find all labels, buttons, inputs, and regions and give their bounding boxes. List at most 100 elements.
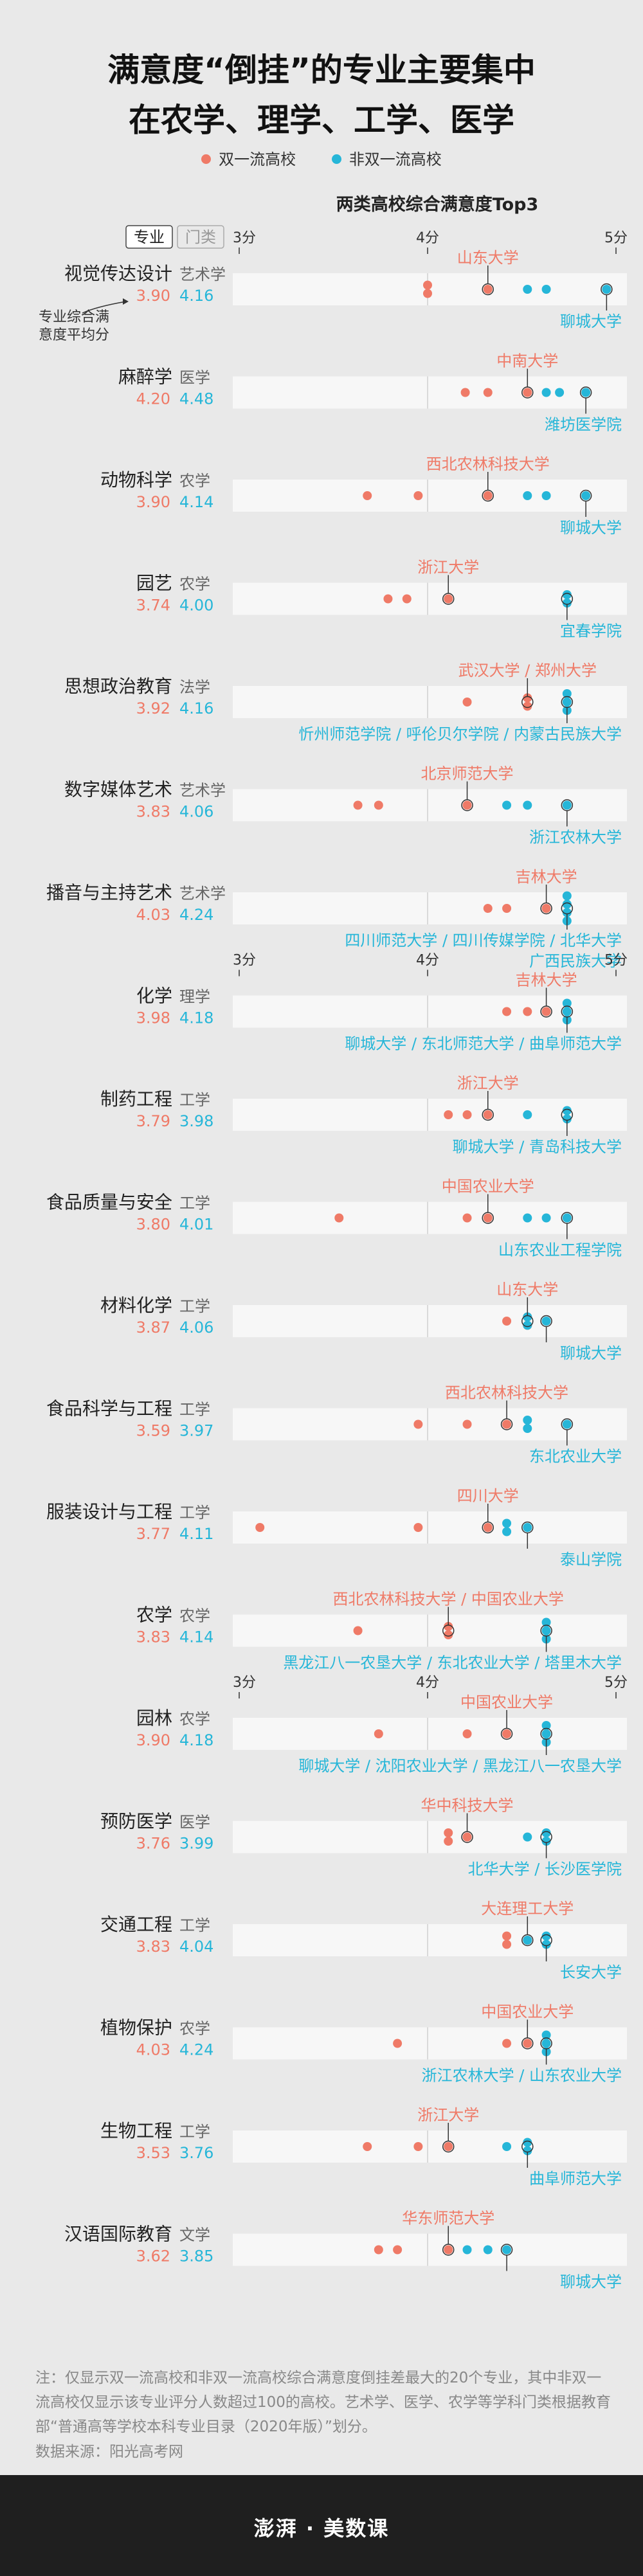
row-bar-2 <box>233 376 627 409</box>
highlight-ring-fei <box>540 1625 552 1637</box>
top-school-label-shuang: 中国农业大学 <box>460 1693 553 1711</box>
top-school-label-fei: 聊城大学 / 沈阳农业大学 / 黑龙江八一农垦大学 <box>298 1757 622 1775</box>
major-avg-shuang: 3.90 <box>136 287 170 305</box>
dot-shuang <box>383 594 393 604</box>
highlight-ring-fei <box>601 283 613 296</box>
top-school-label-shuang: 华中科技大学 <box>421 1797 514 1815</box>
major-avg-fei: 4.18 <box>179 1009 213 1027</box>
row-bar-20 <box>233 2233 627 2266</box>
top-school-label-shuang: 西北农林科技大学 <box>426 455 550 473</box>
dot-fei <box>502 1518 512 1528</box>
dot-fei <box>541 1931 551 1941</box>
major-avg-fei: 4.16 <box>179 287 213 305</box>
highlight-ring-shuang <box>521 1934 534 1947</box>
highlight-ring-fei <box>540 1831 552 1843</box>
highlight-ring-shuang <box>482 283 494 296</box>
dot-fei <box>562 800 572 810</box>
major-avg-shuang: 4.03 <box>136 906 170 924</box>
dot-fei <box>541 1626 551 1635</box>
major-avg-shuang: 3.83 <box>136 803 170 821</box>
dot-shuang <box>502 1419 512 1429</box>
legend: 双一流高校 非双一流高校 <box>0 147 643 169</box>
dot-fei <box>555 388 565 397</box>
top-school-label-fei: 宜春学院 <box>560 622 622 640</box>
dot-fei <box>523 1832 532 1842</box>
dot-shuang <box>462 698 472 707</box>
dot-shuang <box>393 2039 403 2048</box>
top-school-label-shuang: 山东大学 <box>457 249 519 267</box>
top-school-label-fei: 东北农业大学 <box>529 1448 622 1466</box>
legend-label-fei: 非双一流高校 <box>349 150 442 168</box>
dot-shuang <box>423 289 432 298</box>
highlight-ring-fei <box>561 696 574 708</box>
major-avg-fei: 4.11 <box>179 1525 213 1543</box>
highlight-ring-fei <box>540 1727 552 1740</box>
major-name: 化学 <box>136 986 172 1007</box>
row-bar-16 <box>233 1821 627 1853</box>
dot-shuang <box>413 1523 423 1532</box>
brand-bar: 澎湃 · 美数课 <box>0 2475 643 2576</box>
major-category: 医学 <box>179 369 210 387</box>
major-name: 园艺 <box>136 573 172 594</box>
header-category-label: 门类 <box>185 228 216 246</box>
top-school-label-shuang: 浙江大学 <box>417 559 479 577</box>
top-school-label-shuang: 北京师范大学 <box>421 765 514 783</box>
dot-shuang <box>523 701 532 711</box>
chart-subtitle: 两类高校综合满意度Top3 <box>336 195 539 215</box>
major-avg-fei: 4.06 <box>179 1319 213 1337</box>
major-avg-fei: 4.18 <box>179 1731 213 1749</box>
major-avg-fei: 4.48 <box>179 390 213 408</box>
dot-fei <box>523 2146 532 2156</box>
highlight-ring-shuang <box>442 2140 455 2153</box>
dot-shuang <box>413 1419 423 1429</box>
highlight-ring-fei <box>561 593 574 605</box>
annotation-line-1: 专业综合满 <box>39 309 109 325</box>
highlight-ring-fei <box>540 1315 552 1328</box>
dot-shuang <box>483 1213 493 1223</box>
dot-shuang <box>444 1622 453 1631</box>
major-category: 医学 <box>179 1814 210 1832</box>
axis-tick-label: 4分 <box>416 230 439 246</box>
highlight-ring-fei <box>521 1521 534 1534</box>
major-avg-fei: 4.14 <box>179 493 213 511</box>
axis-tick-label: 5分 <box>604 230 628 246</box>
dot-shuang <box>483 388 493 397</box>
top-school-label-shuang: 吉林大学 <box>516 971 577 989</box>
header-major-label: 专业 <box>134 228 165 246</box>
major-avg-shuang: 3.74 <box>136 597 170 615</box>
dot-shuang <box>502 1317 512 1326</box>
dot-fei <box>523 1523 532 1532</box>
major-category: 法学 <box>179 678 210 696</box>
major-avg-fei: 4.06 <box>179 803 213 821</box>
highlight-ring-shuang <box>521 696 534 708</box>
dot-fei <box>562 899 572 909</box>
dot-fei <box>541 1828 551 1837</box>
major-name: 汉语国际教育 <box>64 2224 172 2245</box>
title-line-2: 在农学、理学、工学、医学 <box>129 102 514 139</box>
major-name: 动物科学 <box>100 469 172 491</box>
highlight-ring-shuang <box>482 1108 494 1121</box>
dot-shuang <box>444 2245 453 2255</box>
major-avg-shuang: 3.87 <box>136 1319 170 1337</box>
major-avg-shuang: 3.76 <box>136 1835 170 1853</box>
major-avg-shuang: 3.79 <box>136 1112 170 1130</box>
dot-fei <box>562 891 572 901</box>
dot-fei <box>562 998 572 1008</box>
row-bar-3 <box>233 480 627 512</box>
dot-fei <box>562 1106 572 1115</box>
dot-fei <box>523 491 532 500</box>
dot-fei <box>502 2245 512 2255</box>
top-school-label-fei: 黑龙江八一农垦大学 / 东北农业大学 / 塔里木大学 <box>283 1654 622 1672</box>
dot-shuang <box>502 1931 512 1941</box>
major-avg-shuang: 3.62 <box>136 2247 170 2265</box>
dot-fei <box>462 2245 472 2255</box>
major-avg-fei: 3.99 <box>179 1835 213 1853</box>
highlight-ring-shuang <box>442 593 455 605</box>
top-school-label-fei: 四川师范大学 / 四川传媒学院 / 北华大学 <box>345 932 622 950</box>
top-school-label-shuang: 中南大学 <box>496 352 558 370</box>
highlight-ring-shuang <box>461 1831 473 1843</box>
major-name: 服装设计与工程 <box>46 1501 172 1522</box>
major-category: 文学 <box>179 2226 210 2244</box>
major-avg-shuang: 4.20 <box>136 390 170 408</box>
